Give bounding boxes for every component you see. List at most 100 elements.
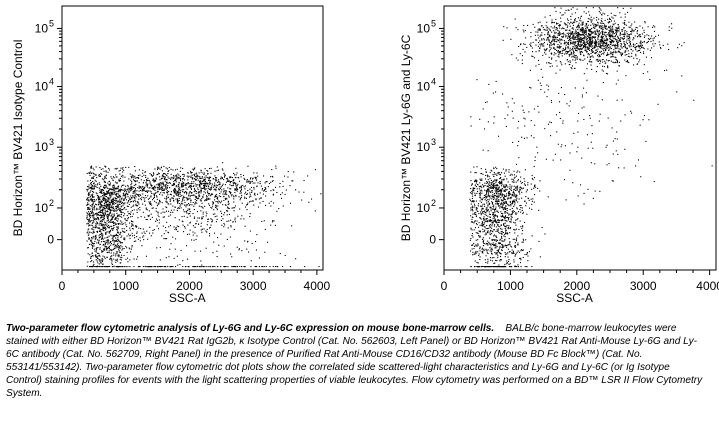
event-dot xyxy=(159,182,161,184)
event-dot xyxy=(499,252,501,254)
event-dot xyxy=(558,54,560,56)
event-dot xyxy=(200,200,202,202)
event-dot xyxy=(470,203,472,205)
event-dot xyxy=(127,201,129,203)
event-dot xyxy=(275,186,277,188)
event-dot xyxy=(483,186,485,188)
event-dot xyxy=(220,196,222,198)
event-dot xyxy=(123,237,125,239)
event-dot xyxy=(563,32,565,34)
event-dot xyxy=(98,201,100,203)
event-dot xyxy=(599,45,601,47)
event-dot xyxy=(150,195,152,197)
event-dot xyxy=(539,29,541,31)
event-dot xyxy=(256,186,258,188)
event-dot xyxy=(210,194,212,196)
event-dot xyxy=(486,266,488,268)
event-dot xyxy=(541,39,543,41)
event-dot xyxy=(162,182,164,184)
event-dot xyxy=(105,193,107,195)
event-dot xyxy=(522,226,524,228)
event-dot xyxy=(510,227,512,229)
event-dot xyxy=(223,199,225,201)
event-dot xyxy=(501,172,503,174)
event-dot xyxy=(199,195,201,197)
event-dot xyxy=(200,225,202,227)
event-dot xyxy=(91,199,93,201)
event-dot xyxy=(119,258,121,260)
event-dot xyxy=(243,218,245,220)
event-dot xyxy=(225,192,227,194)
event-dot xyxy=(517,201,519,203)
event-dot xyxy=(485,214,487,216)
event-dot xyxy=(187,172,189,174)
event-dot xyxy=(212,205,214,207)
event-dot xyxy=(558,25,560,27)
event-dot xyxy=(115,209,117,211)
event-dot xyxy=(123,180,125,182)
event-dot xyxy=(116,215,118,217)
event-dot xyxy=(109,212,111,214)
event-dot xyxy=(594,46,596,48)
event-dot xyxy=(89,266,91,268)
event-dot xyxy=(503,190,505,192)
event-dot xyxy=(493,245,495,247)
event-dot xyxy=(118,215,120,217)
event-dot xyxy=(568,30,570,32)
event-dot xyxy=(104,257,106,259)
event-dot xyxy=(187,179,189,181)
event-dot xyxy=(102,244,104,246)
event-dot xyxy=(515,239,517,241)
event-dot xyxy=(478,255,480,257)
event-dot xyxy=(564,12,566,14)
event-dot xyxy=(258,257,260,259)
event-dot xyxy=(500,203,502,205)
event-dot xyxy=(107,205,109,207)
event-dot xyxy=(158,183,160,185)
event-dot xyxy=(149,187,151,189)
event-dot xyxy=(499,193,501,195)
event-dot xyxy=(225,266,227,268)
event-dot xyxy=(120,266,122,268)
event-dot xyxy=(598,18,600,20)
event-dot xyxy=(497,185,499,187)
event-dot xyxy=(558,39,560,41)
event-dot xyxy=(196,196,198,198)
event-dot xyxy=(241,202,243,204)
event-dot xyxy=(118,180,120,182)
event-dot xyxy=(472,236,474,238)
event-dot xyxy=(103,241,105,243)
event-dot xyxy=(216,215,218,217)
event-dot xyxy=(106,187,108,189)
event-dot xyxy=(489,171,491,173)
event-dot xyxy=(587,27,589,29)
event-dot xyxy=(235,184,237,186)
event-dot xyxy=(96,248,98,250)
event-dot xyxy=(583,45,585,47)
event-dot xyxy=(503,198,505,200)
event-dot xyxy=(246,181,248,183)
event-dot xyxy=(498,181,500,183)
event-dot xyxy=(613,24,615,26)
event-dot xyxy=(130,185,132,187)
event-dot xyxy=(483,243,485,245)
event-dot xyxy=(105,207,107,209)
event-dot xyxy=(156,191,158,193)
event-dot xyxy=(241,250,243,252)
event-dot xyxy=(496,249,498,251)
event-dot xyxy=(108,169,110,171)
event-dot xyxy=(639,42,641,44)
event-dot xyxy=(191,192,193,194)
event-dot xyxy=(99,229,101,231)
event-dot xyxy=(491,182,493,184)
event-dot xyxy=(87,231,89,233)
event-dot xyxy=(614,50,616,52)
event-dot xyxy=(190,176,192,178)
event-dot xyxy=(485,174,487,176)
event-dot xyxy=(98,266,100,268)
event-dot xyxy=(511,207,513,209)
event-dot xyxy=(494,215,496,217)
event-dot xyxy=(215,206,217,208)
event-dot xyxy=(107,192,109,194)
event-dot xyxy=(183,209,185,211)
